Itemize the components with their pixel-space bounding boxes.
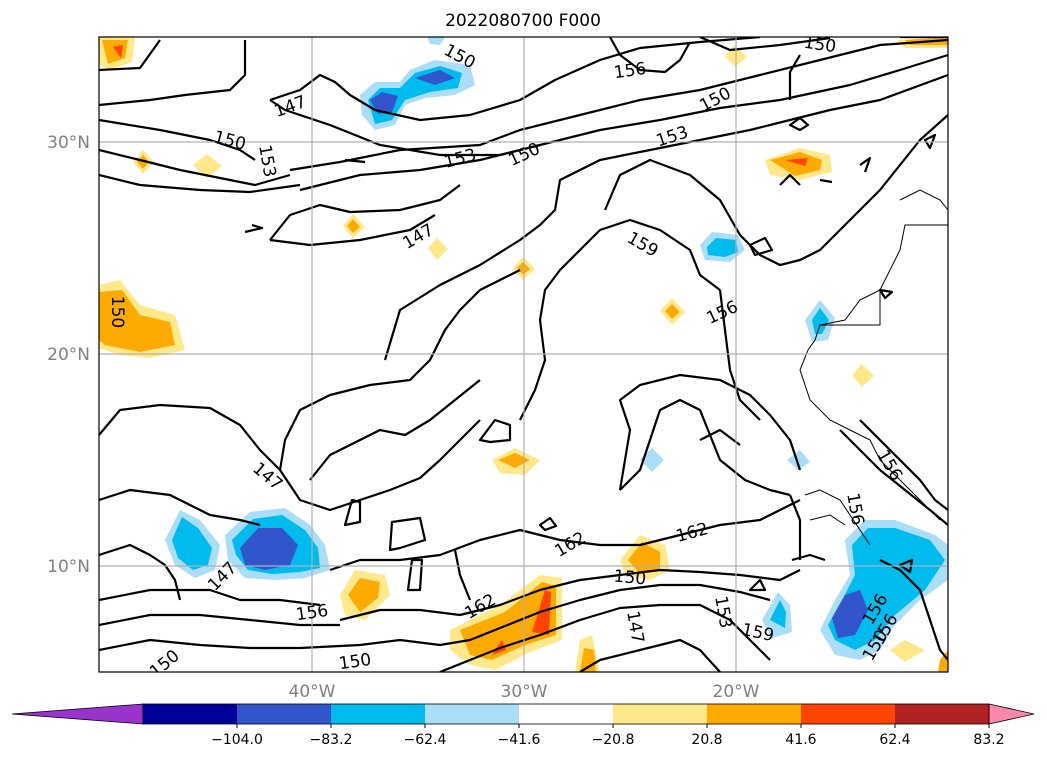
colorbar-segment — [519, 704, 614, 724]
negative-anomaly-patches — [165, 37, 948, 660]
coastlines — [799, 189, 948, 546]
colorbar-tick-label: −104.0 — [211, 732, 263, 748]
map-title: 2022080700 F000 — [445, 11, 601, 31]
lon-label-40w: 40°W — [289, 682, 336, 702]
contour-label: 150 — [338, 650, 373, 674]
colorbar-segment — [331, 704, 426, 724]
map-area: 150 147 150 153 156 150 153 150 153 150 … — [99, 33, 948, 674]
colorbar-tick-label: 62.4 — [879, 732, 910, 748]
colorbar-tick-label: −41.6 — [498, 732, 541, 748]
colorbar: −104.0 −83.2 −62.4 −41.6 −20.8 20.8 41.6 62.4 83… — [11, 703, 1035, 748]
colorbar-segment — [895, 704, 990, 724]
lon-label-30w: 30°W — [501, 682, 548, 702]
colorbar-segment — [613, 704, 708, 724]
colorbar-extend-high — [988, 703, 1035, 725]
height-contours — [99, 37, 948, 672]
contour-label: 150 — [802, 33, 837, 57]
contour-label: 156 — [613, 59, 648, 83]
gridlines — [99, 37, 948, 672]
contour-label: 150 — [613, 567, 647, 590]
colorbar-segment — [237, 704, 332, 724]
colorbar-tick-label: −62.4 — [404, 732, 447, 748]
colorbar-segment — [425, 704, 520, 724]
colorbar-tick-label: 41.6 — [785, 732, 816, 748]
colorbar-segment — [801, 704, 896, 724]
colorbar-extend-low — [11, 703, 144, 725]
lon-label-20w: 20°W — [713, 682, 760, 702]
colorbar-tick-label: 83.2 — [973, 732, 1004, 748]
colorbar-tick-label: −20.8 — [592, 732, 635, 748]
contour-labels: 150 147 150 153 156 150 153 150 153 150 … — [107, 33, 906, 674]
map-frame — [98, 36, 949, 673]
colorbar-tick-label: −83.2 — [310, 732, 353, 748]
colorbar-segment — [143, 704, 238, 724]
contour-label: 156 — [295, 601, 330, 625]
longitude-labels: 40°W 30°W 20°W — [289, 682, 760, 702]
lat-label-10n: 10°N — [47, 557, 90, 577]
lat-label-30n: 30°N — [47, 133, 90, 153]
contour-label: 150 — [107, 296, 127, 328]
colorbar-segment — [707, 704, 802, 724]
colorbar-frame — [142, 703, 990, 725]
latitude-labels: 30°N 20°N 10°N — [47, 133, 90, 577]
lat-label-20n: 20°N — [47, 345, 90, 365]
colorbar-tick-label: 20.8 — [691, 732, 722, 748]
